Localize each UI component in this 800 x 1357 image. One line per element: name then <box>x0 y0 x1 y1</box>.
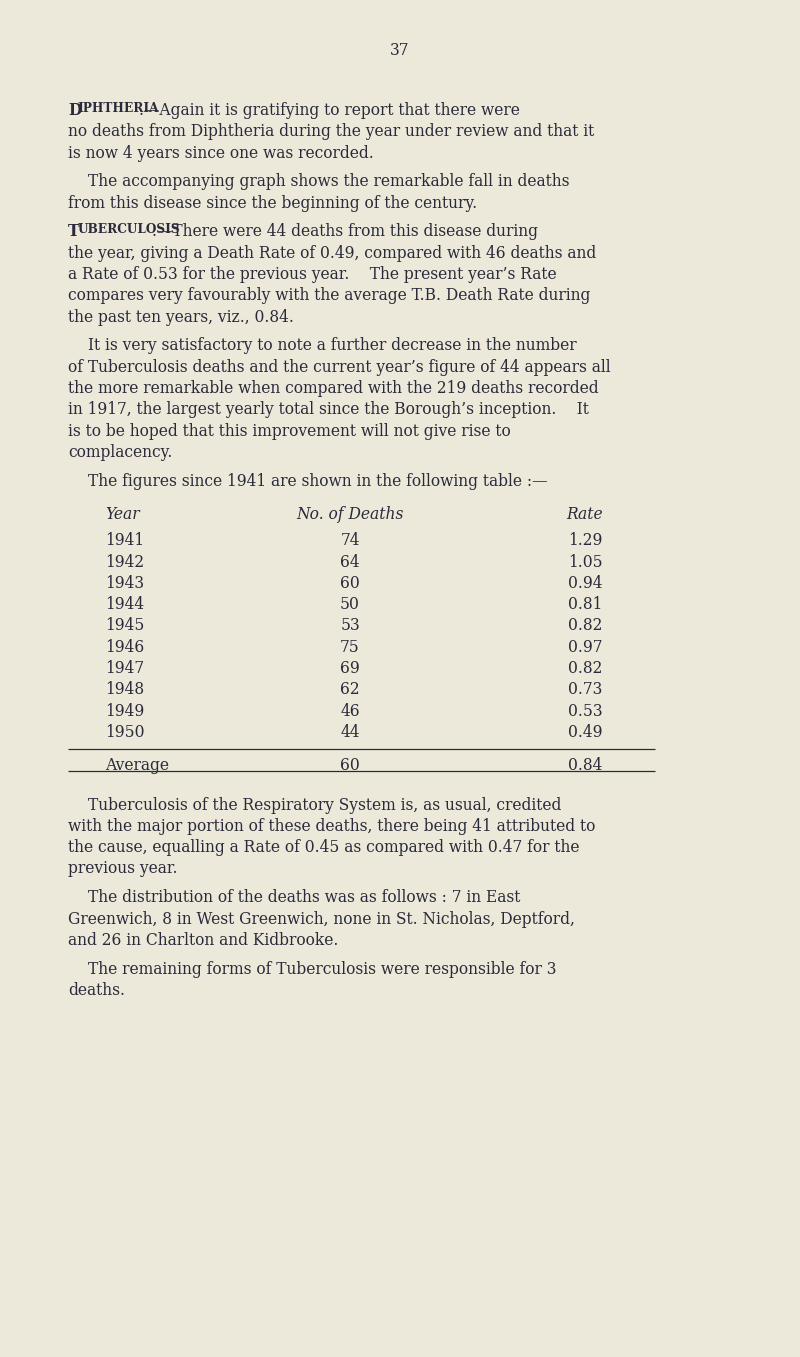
Text: 50: 50 <box>340 596 360 613</box>
Text: 37: 37 <box>390 42 410 58</box>
Text: No. of Deaths: No. of Deaths <box>296 506 404 522</box>
Text: 0.82: 0.82 <box>568 660 602 677</box>
Text: 1.05: 1.05 <box>568 554 602 570</box>
Text: UBERCULOSIS: UBERCULOSIS <box>78 224 180 236</box>
Text: previous year.: previous year. <box>68 860 178 878</box>
Text: 1942: 1942 <box>105 554 144 570</box>
Text: 74: 74 <box>340 532 360 550</box>
Text: Tuberculosis of the Respiratory System is, as usual, credited: Tuberculosis of the Respiratory System i… <box>88 797 562 814</box>
Text: 1946: 1946 <box>105 639 144 655</box>
Text: 62: 62 <box>340 681 360 699</box>
Text: a Rate of 0.53 for the previous year.  The present year’s Rate: a Rate of 0.53 for the previous year. Th… <box>68 266 557 284</box>
Text: with the major portion of these deaths, there being 41 attributed to: with the major portion of these deaths, … <box>68 818 595 835</box>
Text: 0.73: 0.73 <box>568 681 602 699</box>
Text: 0.84: 0.84 <box>568 757 602 775</box>
Text: 75: 75 <box>340 639 360 655</box>
Text: The remaining forms of Tuberculosis were responsible for 3: The remaining forms of Tuberculosis were… <box>88 961 557 977</box>
Text: 1.29: 1.29 <box>568 532 602 550</box>
Text: 1948: 1948 <box>105 681 144 699</box>
Text: 0.53: 0.53 <box>568 703 602 719</box>
Text: 64: 64 <box>340 554 360 570</box>
Text: 0.94: 0.94 <box>568 575 602 592</box>
Text: It is very satisfactory to note a further decrease in the number: It is very satisfactory to note a furthe… <box>88 338 577 354</box>
Text: 69: 69 <box>340 660 360 677</box>
Text: the cause, equalling a Rate of 0.45 as compared with 0.47 for the: the cause, equalling a Rate of 0.45 as c… <box>68 839 579 856</box>
Text: 53: 53 <box>340 617 360 635</box>
Text: the more remarkable when compared with the 219 deaths recorded: the more remarkable when compared with t… <box>68 380 598 398</box>
Text: .—There were 44 deaths from this disease during: .—There were 44 deaths from this disease… <box>152 224 538 240</box>
Text: of Tuberculosis deaths and the current year’s figure of 44 appears all: of Tuberculosis deaths and the current y… <box>68 358 610 376</box>
Text: from this disease since the beginning of the century.: from this disease since the beginning of… <box>68 194 477 212</box>
Text: Year: Year <box>105 506 140 522</box>
Text: .—Again it is gratifying to report that there were: .—Again it is gratifying to report that … <box>139 102 520 119</box>
Text: 0.49: 0.49 <box>568 725 602 741</box>
Text: 0.82: 0.82 <box>568 617 602 635</box>
Text: The accompanying graph shows the remarkable fall in deaths: The accompanying graph shows the remarka… <box>88 174 570 190</box>
Text: 44: 44 <box>340 725 360 741</box>
Text: 1943: 1943 <box>105 575 144 592</box>
Text: Greenwich, 8 in West Greenwich, none in St. Nicholas, Deptford,: Greenwich, 8 in West Greenwich, none in … <box>68 911 575 928</box>
Text: 1944: 1944 <box>105 596 144 613</box>
Text: the year, giving a Death Rate of 0.49, compared with 46 deaths and: the year, giving a Death Rate of 0.49, c… <box>68 244 596 262</box>
Text: and 26 in Charlton and Kidbrooke.: and 26 in Charlton and Kidbrooke. <box>68 932 338 949</box>
Text: complacency.: complacency. <box>68 444 172 461</box>
Text: D: D <box>68 102 82 119</box>
Text: T: T <box>68 224 79 240</box>
Text: 1949: 1949 <box>105 703 144 719</box>
Text: 60: 60 <box>340 575 360 592</box>
Text: in 1917, the largest yearly total since the Borough’s inception.  It: in 1917, the largest yearly total since … <box>68 402 589 418</box>
Text: 1947: 1947 <box>105 660 144 677</box>
Text: The distribution of the deaths was as follows : 7 in East: The distribution of the deaths was as fo… <box>88 889 520 906</box>
Text: 46: 46 <box>340 703 360 719</box>
Text: deaths.: deaths. <box>68 982 125 999</box>
Text: compares very favourably with the average T.B. Death Rate during: compares very favourably with the averag… <box>68 288 590 304</box>
Text: Average: Average <box>105 757 169 775</box>
Text: 0.81: 0.81 <box>568 596 602 613</box>
Text: 1945: 1945 <box>105 617 144 635</box>
Text: IPHTHERIA: IPHTHERIA <box>78 102 158 115</box>
Text: 0.97: 0.97 <box>568 639 602 655</box>
Text: the past ten years, viz., 0.84.: the past ten years, viz., 0.84. <box>68 308 294 326</box>
Text: 1941: 1941 <box>105 532 144 550</box>
Text: Rate: Rate <box>566 506 603 522</box>
Text: 1950: 1950 <box>105 725 145 741</box>
Text: is now 4 years since one was recorded.: is now 4 years since one was recorded. <box>68 145 374 161</box>
Text: The figures since 1941 are shown in the following table :—: The figures since 1941 are shown in the … <box>88 472 547 490</box>
Text: is to be hoped that this improvement will not give rise to: is to be hoped that this improvement wil… <box>68 422 510 440</box>
Text: no deaths from Diphtheria during the year under review and that it: no deaths from Diphtheria during the yea… <box>68 123 594 140</box>
Text: 60: 60 <box>340 757 360 775</box>
